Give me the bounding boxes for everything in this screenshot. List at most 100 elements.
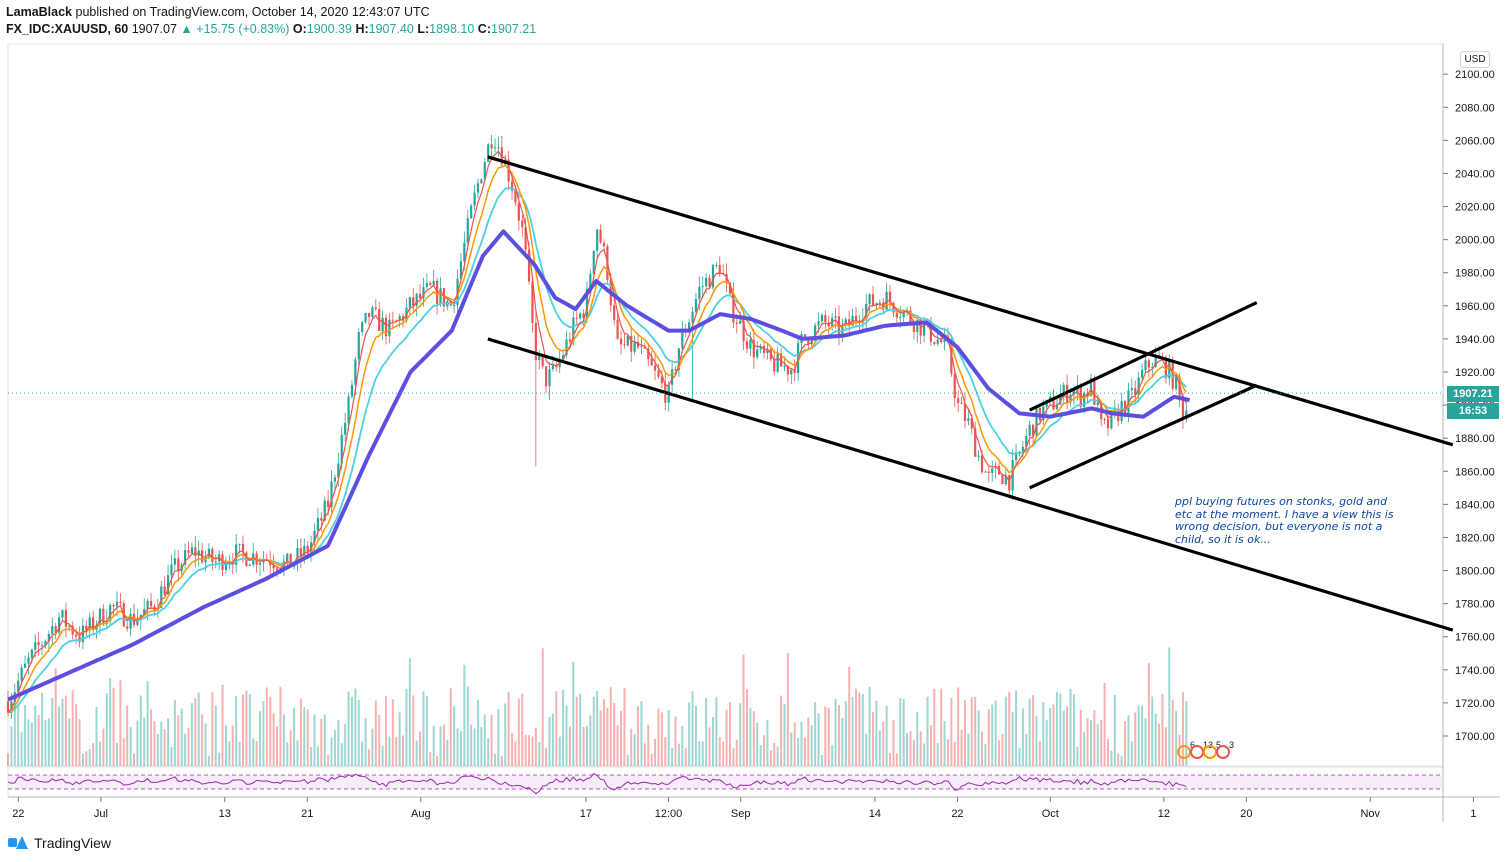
candle-body xyxy=(854,315,858,321)
volume-bar xyxy=(167,718,170,766)
candle-body xyxy=(493,147,497,149)
volume-bar xyxy=(650,754,653,766)
candle-body xyxy=(497,147,500,149)
candle-body xyxy=(1096,402,1099,405)
volume-bar xyxy=(214,705,217,766)
currency-badge[interactable]: USD xyxy=(1460,51,1490,68)
candle-body xyxy=(1004,475,1007,484)
candle-body xyxy=(602,242,606,247)
volume-bar xyxy=(637,706,640,766)
volume-bar xyxy=(705,697,708,766)
volume-bar xyxy=(681,726,684,766)
volume-bar xyxy=(347,691,350,766)
candle-body xyxy=(1137,377,1140,396)
volume-bar xyxy=(1008,691,1011,766)
volume-bar xyxy=(405,688,408,766)
candle-body xyxy=(507,159,510,182)
volume-bar xyxy=(259,711,262,766)
volume-bar xyxy=(1066,706,1069,766)
candle-body xyxy=(562,355,565,360)
volume-bar xyxy=(763,735,766,766)
candle-body xyxy=(81,625,85,643)
y-tick-label: 1960.00 xyxy=(1455,301,1495,313)
volume-bar xyxy=(538,742,541,766)
volume-bar xyxy=(419,731,422,766)
low-value: 1898.10 xyxy=(429,22,475,36)
candle-body xyxy=(194,547,197,556)
candle-body xyxy=(1001,474,1004,484)
candle-body xyxy=(1028,424,1031,436)
volume-bar xyxy=(282,714,285,766)
volume-bar xyxy=(589,715,592,766)
volume-bar xyxy=(146,681,149,766)
candle-body xyxy=(92,617,95,631)
volume-bar xyxy=(310,747,313,766)
candle-body xyxy=(538,355,541,360)
volume-bar xyxy=(24,704,27,766)
candle-body xyxy=(531,281,534,323)
candle-body xyxy=(272,565,275,569)
candle-body xyxy=(630,335,633,352)
trendline-rising-lower xyxy=(1029,383,1258,490)
volume-bar xyxy=(218,752,221,766)
indicator-badge-icon xyxy=(1216,745,1230,759)
volume-bar xyxy=(81,753,84,766)
volume-bar xyxy=(1120,755,1123,766)
candle-body xyxy=(640,346,643,348)
candle-body xyxy=(681,330,684,349)
candle-body xyxy=(132,613,136,625)
candle-body xyxy=(354,359,357,385)
candle-body xyxy=(258,562,262,565)
volume-bar xyxy=(1100,720,1103,766)
volume-bar xyxy=(739,703,742,766)
candle-body xyxy=(626,335,629,346)
volume-bar xyxy=(160,721,163,766)
volume-bar xyxy=(620,710,623,766)
y-tick-label: 2100.00 xyxy=(1455,69,1495,81)
chart-annotation-note[interactable]: ppl buying futures on stonks, gold and e… xyxy=(1175,495,1394,546)
volume-bar xyxy=(1052,704,1055,766)
candle-body xyxy=(54,626,57,633)
x-tick-label: 12:00 xyxy=(655,808,683,820)
volume-bar xyxy=(180,708,183,766)
candle-body xyxy=(510,181,514,191)
rsi-line xyxy=(7,772,1187,795)
candle-body xyxy=(235,544,238,565)
volume-bar xyxy=(385,695,388,766)
candle-body xyxy=(1127,390,1130,413)
author-name[interactable]: LamaBlack xyxy=(6,5,73,19)
volume-bar xyxy=(606,707,609,766)
candle-body xyxy=(211,548,214,563)
candle-body xyxy=(820,315,824,322)
candle-body xyxy=(814,325,817,341)
volume-bar xyxy=(575,696,578,766)
candle-body xyxy=(752,339,755,358)
candle-body xyxy=(47,634,50,642)
candle-body xyxy=(1123,400,1127,413)
tradingview-footer[interactable]: TradingView xyxy=(8,835,111,851)
low-label: L: xyxy=(417,22,430,36)
volume-bar xyxy=(728,702,731,766)
volume-bar xyxy=(1107,738,1110,766)
candle-body xyxy=(848,319,851,326)
candle-body xyxy=(453,304,456,306)
volume-bar xyxy=(20,732,23,766)
candle-body xyxy=(1035,407,1038,436)
symbol-name[interactable]: FX_IDC:XAUUSD, 60 xyxy=(6,22,129,36)
ema-slow-line xyxy=(7,186,1187,714)
candle-body xyxy=(439,288,442,304)
volume-bar xyxy=(793,722,796,766)
candle-body xyxy=(711,265,715,288)
volume-bar xyxy=(1147,663,1150,766)
candle-body xyxy=(544,366,548,387)
volume-bar xyxy=(848,666,851,766)
volume-bar xyxy=(950,698,953,766)
candle-body xyxy=(739,320,742,324)
volume-bar xyxy=(582,726,585,766)
volume-bar xyxy=(875,700,878,766)
candle-body xyxy=(320,517,323,521)
volume-bar xyxy=(592,696,595,766)
candle-body xyxy=(163,586,166,595)
volume-bar xyxy=(746,688,749,766)
